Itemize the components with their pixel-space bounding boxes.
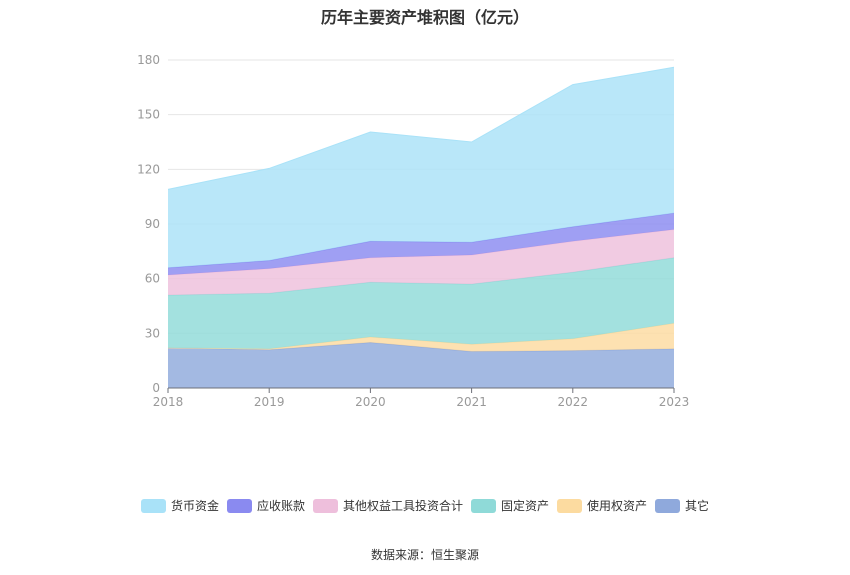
legend-item-应收账款[interactable]: 应收账款 — [226, 497, 305, 514]
y-tick-label: 150 — [137, 108, 160, 122]
area-series-固定资产 — [168, 257, 674, 349]
area-series-货币资金 — [168, 67, 674, 268]
y-tick-label: 180 — [137, 53, 160, 67]
legend-label: 固定资产 — [501, 499, 550, 513]
x-tick-label: 2023 — [659, 395, 690, 409]
legend-label: 货币资金 — [170, 499, 219, 513]
legend-label: 其他权益工具投资合计 — [342, 499, 463, 513]
y-tick-label: 90 — [145, 217, 160, 231]
legend: 货币资金 应收账款 其他权益工具投资合计 固定资产 使用权资产 其它 — [0, 497, 850, 516]
area-series — [167, 66, 675, 388]
area-series-其他权益工具投资合计 — [168, 229, 674, 296]
x-tick-label: 2022 — [558, 395, 589, 409]
legend-item-其它[interactable]: 其它 — [655, 497, 709, 514]
legend-swatch — [312, 498, 338, 513]
legend-swatch — [471, 498, 496, 513]
legend-item-使用权资产[interactable]: 使用权资产 — [557, 497, 647, 514]
y-tick-label: 120 — [137, 162, 160, 176]
legend-label: 其它 — [685, 499, 710, 513]
x-tick-label: 2021 — [456, 395, 487, 409]
legend-item-固定资产[interactable]: 固定资产 — [471, 497, 549, 514]
x-tick-label: 2020 — [355, 395, 386, 409]
area-series-使用权资产 — [168, 323, 674, 352]
legend-item-其他权益工具投资合计[interactable]: 其他权益工具投资合计 — [312, 497, 463, 514]
legend-swatch — [226, 498, 252, 513]
y-tick-label: 0 — [152, 381, 160, 395]
x-tick-label: 2019 — [254, 395, 285, 409]
chart-title: 历年主要资产堆积图（亿元） — [320, 8, 529, 27]
legend-label: 应收账款 — [256, 499, 305, 513]
legend-swatch — [557, 498, 583, 513]
legend-item-货币资金[interactable]: 货币资金 — [140, 497, 219, 514]
y-tick-label: 60 — [145, 272, 160, 286]
legend-label: 使用权资产 — [587, 499, 648, 513]
area-edge-货币资金 — [167, 66, 675, 190]
source-note: 数据来源：恒生聚源 — [370, 548, 479, 562]
legend-swatch — [655, 498, 681, 513]
y-tick-label: 30 — [145, 326, 160, 340]
legend-swatch — [140, 498, 166, 513]
area-series-应收账款 — [168, 213, 674, 276]
x-tick-label: 2018 — [153, 395, 184, 409]
area-series-其它 — [168, 342, 674, 388]
axes: 0 30 60 90 120 150 180 2018 2019 2020 2021 2022 2023 — [137, 53, 689, 409]
